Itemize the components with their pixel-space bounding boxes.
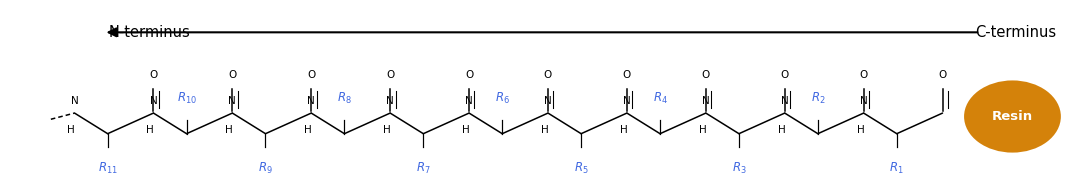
Text: R$_8$: R$_8$ <box>337 91 352 106</box>
Text: O: O <box>860 70 867 80</box>
Text: O: O <box>228 70 237 80</box>
Ellipse shape <box>964 80 1061 153</box>
Text: O: O <box>465 70 473 80</box>
Text: N: N <box>544 96 552 106</box>
Text: H: H <box>778 125 785 135</box>
Text: R$_{10}$: R$_{10}$ <box>176 91 197 106</box>
Text: N: N <box>465 96 473 106</box>
Text: N: N <box>781 96 788 106</box>
Text: Resin: Resin <box>991 110 1034 123</box>
Text: R$_4$: R$_4$ <box>652 91 667 106</box>
Text: R$_6$: R$_6$ <box>495 91 510 106</box>
Text: H: H <box>856 125 864 135</box>
Text: H: H <box>541 125 549 135</box>
Text: N-terminus: N-terminus <box>109 25 191 40</box>
Text: R$_9$: R$_9$ <box>258 161 273 176</box>
Text: H: H <box>620 125 627 135</box>
Text: H: H <box>146 125 154 135</box>
Text: R$_2$: R$_2$ <box>810 91 825 106</box>
Text: H: H <box>305 125 312 135</box>
Text: O: O <box>939 70 947 80</box>
Text: O: O <box>307 70 315 80</box>
Text: O: O <box>702 70 710 80</box>
Text: N: N <box>70 96 79 106</box>
Text: O: O <box>386 70 394 80</box>
Text: N: N <box>308 96 315 106</box>
Text: R$_1$: R$_1$ <box>890 161 904 176</box>
Text: N: N <box>229 96 237 106</box>
Text: O: O <box>781 70 788 80</box>
Text: R$_3$: R$_3$ <box>731 161 746 176</box>
Text: H: H <box>383 125 391 135</box>
Text: N: N <box>149 96 158 106</box>
Text: H: H <box>67 125 76 135</box>
Text: O: O <box>149 70 158 80</box>
Text: N: N <box>860 96 867 106</box>
Text: R$_5$: R$_5$ <box>573 161 589 176</box>
Text: R$_7$: R$_7$ <box>416 161 431 176</box>
Text: H: H <box>699 125 706 135</box>
Text: O: O <box>544 70 552 80</box>
Text: N: N <box>702 96 710 106</box>
Text: C-terminus: C-terminus <box>975 25 1056 40</box>
Text: N: N <box>623 96 631 106</box>
Text: H: H <box>226 125 233 135</box>
Text: R$_{11}$: R$_{11}$ <box>97 161 118 176</box>
Text: O: O <box>623 70 631 80</box>
Text: N: N <box>387 96 394 106</box>
Text: H: H <box>462 125 470 135</box>
